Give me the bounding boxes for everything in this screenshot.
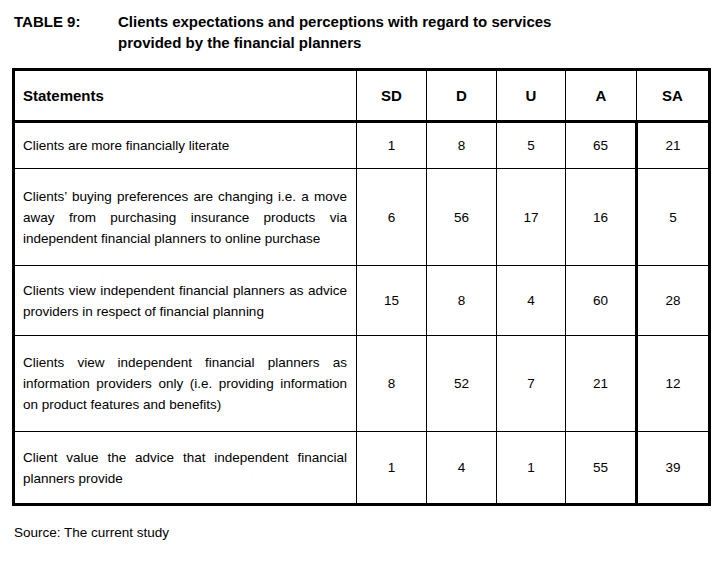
value-cell-sa: 21 bbox=[637, 122, 710, 169]
table-row: Clients are more financially literate 1 … bbox=[14, 122, 710, 169]
table-caption-line-1: Clients expectations and perceptions wit… bbox=[118, 11, 551, 32]
header-cell-sd: SD bbox=[357, 70, 427, 122]
page: TABLE 9: Clients expectations and percep… bbox=[0, 0, 720, 540]
header-cell-statements: Statements bbox=[14, 70, 357, 122]
value-cell-a: 21 bbox=[566, 336, 637, 432]
value-cell-u: 17 bbox=[497, 169, 566, 266]
value-cell-d: 56 bbox=[427, 169, 497, 266]
value-cell-sa: 12 bbox=[637, 336, 710, 432]
value-cell-sd: 15 bbox=[357, 266, 427, 336]
value-cell-u: 7 bbox=[497, 336, 566, 432]
statement-cell: Clients view independent financial plann… bbox=[14, 336, 357, 432]
value-cell-a: 16 bbox=[566, 169, 637, 266]
table-header-row: Statements SD D U A SA bbox=[14, 70, 710, 122]
value-cell-sd: 8 bbox=[357, 336, 427, 432]
value-cell-u: 5 bbox=[497, 122, 566, 169]
statement-cell: Clients view independent financial plann… bbox=[14, 266, 357, 336]
table-caption: TABLE 9: Clients expectations and percep… bbox=[14, 11, 708, 53]
table-row: Clients view independent financial plann… bbox=[14, 266, 710, 336]
value-cell-a: 60 bbox=[566, 266, 637, 336]
table-row: Client value the advice that independent… bbox=[14, 432, 710, 505]
statements-table: Statements SD D U A SA Clients are more … bbox=[12, 68, 711, 506]
value-cell-u: 1 bbox=[497, 432, 566, 505]
source-note: Source: The current study bbox=[14, 525, 708, 540]
table-caption-label: TABLE 9: bbox=[14, 11, 118, 32]
value-cell-sd: 6 bbox=[357, 169, 427, 266]
value-cell-a: 65 bbox=[566, 122, 637, 169]
header-cell-sa: SA bbox=[637, 70, 710, 122]
value-cell-u: 4 bbox=[497, 266, 566, 336]
value-cell-sa: 5 bbox=[637, 169, 710, 266]
value-cell-d: 4 bbox=[427, 432, 497, 505]
statement-cell: Clients’ buying preferences are changing… bbox=[14, 169, 357, 266]
table-caption-line-2: provided by the financial planners bbox=[118, 32, 551, 53]
table-row: Clients’ buying preferences are changing… bbox=[14, 169, 710, 266]
header-cell-a: A bbox=[566, 70, 637, 122]
statement-cell: Clients are more financially literate bbox=[14, 122, 357, 169]
value-cell-sd: 1 bbox=[357, 432, 427, 505]
value-cell-a: 55 bbox=[566, 432, 637, 505]
statement-cell: Client value the advice that independent… bbox=[14, 432, 357, 505]
header-cell-d: D bbox=[427, 70, 497, 122]
value-cell-d: 52 bbox=[427, 336, 497, 432]
value-cell-sa: 28 bbox=[637, 266, 710, 336]
table-row: Clients view independent financial plann… bbox=[14, 336, 710, 432]
value-cell-d: 8 bbox=[427, 122, 497, 169]
value-cell-sa: 39 bbox=[637, 432, 710, 505]
table-caption-text: Clients expectations and perceptions wit… bbox=[118, 11, 551, 53]
value-cell-sd: 1 bbox=[357, 122, 427, 169]
header-cell-u: U bbox=[497, 70, 566, 122]
value-cell-d: 8 bbox=[427, 266, 497, 336]
